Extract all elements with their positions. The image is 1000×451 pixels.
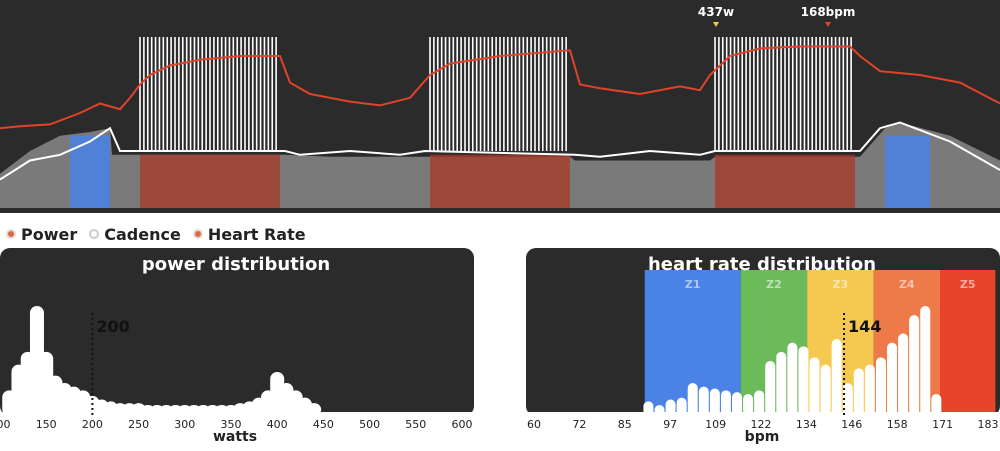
histogram-bar bbox=[732, 392, 743, 416]
marker-label: 200 bbox=[96, 317, 129, 336]
histogram-bar bbox=[931, 394, 942, 416]
histogram-bar bbox=[864, 364, 875, 416]
cadence-dot-icon bbox=[89, 229, 100, 239]
heart-rate-distribution-chart: Z1 Z2 Z3 Z4 Z5 heart rate distribution 144 b… bbox=[524, 248, 1000, 445]
x-tick-label: 150 bbox=[36, 418, 57, 431]
heart-rate-distribution-xlabel: bpm bbox=[745, 429, 780, 445]
histogram-bar bbox=[853, 368, 864, 416]
marker-label: 144 bbox=[848, 317, 881, 336]
x-tick-label: 122 bbox=[751, 418, 772, 431]
histogram-bar bbox=[709, 388, 720, 416]
top-activity-chart: 437w 168bpm bbox=[0, 0, 1000, 213]
x-tick-label: 200 bbox=[82, 418, 103, 431]
histogram-bar bbox=[920, 306, 931, 416]
power-dot-icon bbox=[6, 229, 16, 239]
power-interval-band bbox=[140, 154, 280, 208]
zone-band-z5 bbox=[940, 270, 996, 416]
x-tick-label: 350 bbox=[221, 418, 242, 431]
x-tick-label: 85 bbox=[618, 418, 632, 431]
histogram-bar bbox=[798, 346, 809, 416]
zone-label-z3: Z3 bbox=[833, 278, 849, 291]
power-distribution-chart: power distribution 200 watts 100 150 200 25… bbox=[0, 248, 474, 445]
histogram-bar bbox=[720, 390, 731, 416]
power-interval-band bbox=[715, 154, 855, 208]
x-tick-label: 450 bbox=[313, 418, 334, 431]
histogram-bar bbox=[698, 386, 709, 416]
top-chart-header-strip bbox=[0, 0, 1000, 24]
power-distribution-title: power distribution bbox=[142, 254, 330, 275]
histogram-bar bbox=[842, 383, 853, 416]
x-tick-label: 550 bbox=[405, 418, 426, 431]
histogram-bar bbox=[809, 357, 820, 416]
cadence-line bbox=[0, 121, 1000, 181]
histogram-baseline bbox=[0, 412, 472, 416]
peak-power-label: 437w bbox=[698, 5, 734, 19]
zone-label-z2: Z2 bbox=[766, 278, 782, 291]
histogram-bar bbox=[898, 333, 909, 416]
x-tick-label: 600 bbox=[452, 418, 473, 431]
histogram-baseline bbox=[524, 412, 998, 416]
x-tick-label: 97 bbox=[663, 418, 677, 431]
histogram-bar bbox=[787, 342, 798, 416]
power-distribution-panel bbox=[0, 248, 474, 416]
histogram-bar bbox=[676, 397, 687, 416]
legend-label-power: Power bbox=[21, 224, 78, 244]
peak-heart-rate-marker-icon bbox=[825, 22, 831, 27]
histogram-bar bbox=[776, 351, 787, 416]
legend-item-cadence[interactable]: Cadence bbox=[89, 225, 181, 244]
histogram-bar bbox=[887, 342, 898, 416]
legend-label-cadence: Cadence bbox=[104, 224, 181, 244]
x-tick-label: 171 bbox=[932, 418, 953, 431]
x-tick-label: 183 bbox=[978, 418, 999, 431]
legend-item-heart-rate[interactable]: Heart Rate bbox=[192, 224, 306, 244]
x-tick-label: 109 bbox=[705, 418, 726, 431]
heart-rate-line bbox=[0, 45, 1000, 130]
peak-power-marker-icon bbox=[713, 22, 719, 27]
x-tick-label: 250 bbox=[128, 418, 149, 431]
x-tick-label: 134 bbox=[796, 418, 817, 431]
legend-label-heart-rate: Heart Rate bbox=[207, 224, 306, 244]
histogram-bar bbox=[875, 357, 886, 416]
legend-item-power[interactable]: Power bbox=[6, 225, 77, 244]
peak-heart-rate-label: 168bpm bbox=[801, 5, 856, 19]
histogram-bar bbox=[909, 315, 920, 416]
x-tick-label: 300 bbox=[174, 418, 195, 431]
legend: Power Cadence Heart Rate bbox=[6, 222, 318, 246]
zone-label-z4: Z4 bbox=[899, 278, 915, 291]
histogram-bar bbox=[765, 361, 776, 416]
x-tick-label: 100 bbox=[0, 418, 11, 431]
heart-rate-dot-icon bbox=[192, 229, 203, 239]
power-distribution-xlabel: watts bbox=[213, 429, 257, 445]
histogram-bar bbox=[687, 383, 698, 416]
histogram-bar bbox=[820, 364, 831, 416]
x-tick-label: 158 bbox=[887, 418, 908, 431]
zone-label-z1: Z1 bbox=[685, 278, 701, 291]
power-interval-band bbox=[430, 154, 570, 208]
histogram-bar bbox=[754, 390, 765, 416]
histogram-bar bbox=[743, 394, 754, 416]
zone-label-z5: Z5 bbox=[960, 278, 976, 291]
histogram-bar bbox=[831, 339, 842, 416]
x-tick-label: 72 bbox=[572, 418, 586, 431]
histogram-bar bbox=[665, 399, 676, 416]
x-tick-label: 400 bbox=[267, 418, 288, 431]
x-tick-label: 500 bbox=[359, 418, 380, 431]
power-zone-band bbox=[885, 135, 930, 208]
x-tick-label: 60 bbox=[527, 418, 541, 431]
x-tick-label: 146 bbox=[841, 418, 862, 431]
heart-rate-distribution-title: heart rate distribution bbox=[648, 254, 876, 275]
